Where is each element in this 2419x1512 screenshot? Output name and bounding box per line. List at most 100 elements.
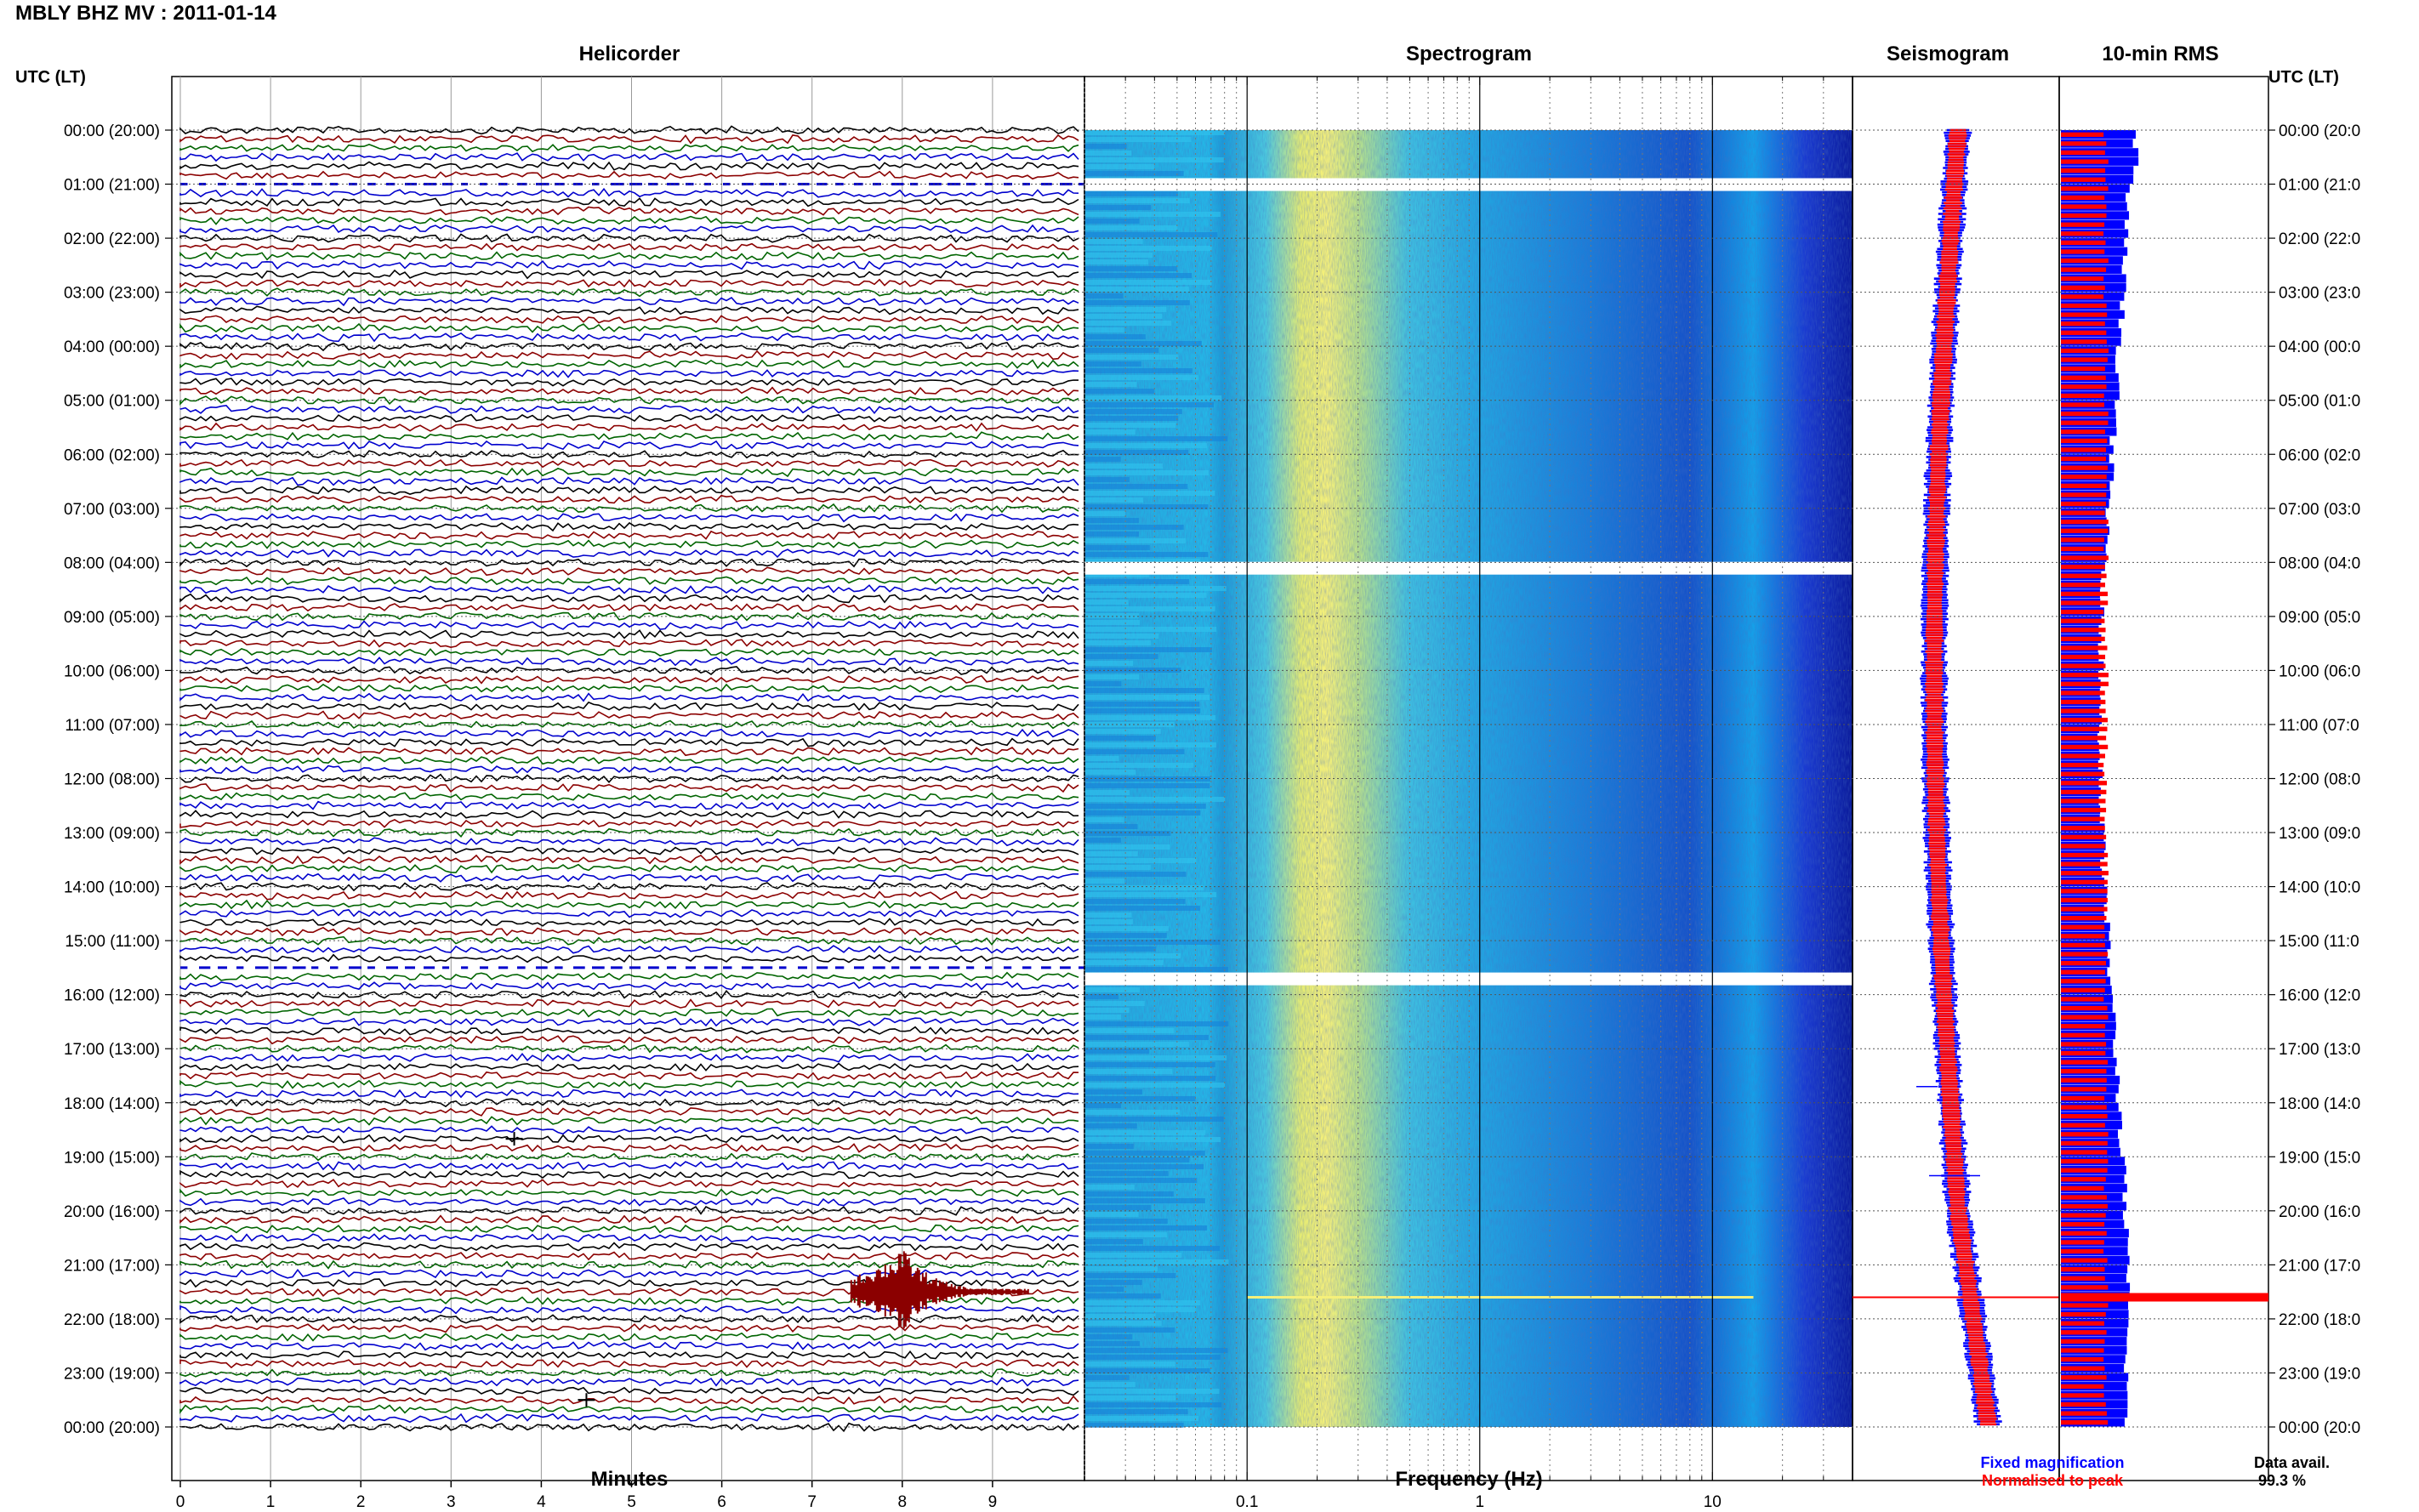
- hour-label-right: 03:00 (23:0: [2279, 285, 2360, 303]
- trace-line: [179, 998, 1079, 1009]
- trace-line: [179, 620, 1079, 630]
- trace-line: [179, 1161, 1079, 1171]
- trace-line: [179, 1089, 1079, 1099]
- rms-bar-normalised: [2061, 429, 2105, 435]
- low-frequency-band: [1084, 300, 1190, 305]
- rms-bar-normalised: [2061, 600, 2109, 605]
- low-frequency-band: [1084, 531, 1139, 537]
- rms-bar-normalised: [2061, 447, 2107, 452]
- trace-line: [179, 593, 1079, 604]
- rms-bar-normalised: [2061, 168, 2106, 173]
- trace-line: [179, 1125, 1079, 1135]
- rms-bar-normalised: [2061, 492, 2107, 497]
- low-frequency-band: [1084, 736, 1156, 741]
- rms-bar-normalised: [2061, 1303, 2109, 1308]
- right-axis-header: UTC (LT): [2268, 68, 2339, 87]
- trace-line: [179, 584, 1079, 594]
- rms-bar-normalised: [2061, 573, 2107, 578]
- trace-line: [179, 305, 1079, 315]
- low-frequency-band: [1084, 552, 1209, 557]
- low-frequency-band: [1084, 1382, 1136, 1387]
- low-frequency-band: [1084, 1327, 1175, 1333]
- low-frequency-band: [1084, 668, 1181, 673]
- trace-line: [179, 269, 1079, 280]
- rms-bar-normalised: [2061, 960, 2106, 966]
- trace-line: [179, 846, 1079, 855]
- rms-bar-normalised: [2061, 222, 2105, 227]
- trace-line: [179, 224, 1079, 234]
- trace-line: [179, 576, 1079, 586]
- hour-label-left: 21:00 (17:00): [64, 1257, 160, 1275]
- low-frequency-band: [1084, 368, 1192, 373]
- low-frequency-band: [1084, 627, 1217, 632]
- rms-bar-normalised: [2061, 420, 2109, 425]
- trace-line: [179, 639, 1079, 649]
- rms-bar-normalised: [2061, 762, 2104, 768]
- trace-line: [179, 1377, 1079, 1387]
- rms-bar-normalised: [2061, 1123, 2105, 1128]
- minute-tick-label: 0: [176, 1493, 185, 1511]
- rms-bar-normalised: [2061, 465, 2108, 470]
- trace-line: [179, 1233, 1079, 1243]
- rms-bar-normalised: [2061, 150, 2105, 156]
- trace-line: [179, 1151, 1079, 1162]
- low-frequency-band: [1084, 851, 1138, 856]
- trace-line: [179, 728, 1079, 738]
- rms-bar-normalised: [2061, 1113, 2108, 1119]
- trace-line: [179, 926, 1079, 937]
- low-frequency-band: [1084, 1355, 1221, 1360]
- low-frequency-band: [1084, 878, 1125, 884]
- rms-bar-normalised: [2061, 934, 2105, 939]
- low-frequency-band: [1084, 1205, 1152, 1210]
- rms-bar-normalised: [2061, 366, 2105, 372]
- low-frequency-band: [1084, 919, 1134, 924]
- trace-line: [179, 1053, 1079, 1063]
- trace-line: [179, 1106, 1079, 1117]
- rms-bar-normalised: [2061, 753, 2106, 759]
- rms-bar-normalised: [2061, 1375, 2107, 1380]
- rms-bar-normalised: [2061, 799, 2106, 804]
- rms-bar-normalised: [2061, 924, 2105, 929]
- low-frequency-band: [1084, 225, 1178, 230]
- trace-line: [179, 890, 1079, 901]
- trace-line: [179, 899, 1079, 910]
- rms-bar-normalised: [2061, 321, 2105, 327]
- trace-line: [179, 873, 1079, 883]
- rms-bar-normalised: [2061, 555, 2109, 560]
- rms-bar-normalised: [2061, 1069, 2107, 1074]
- rms-bar-normalised: [2061, 1356, 2104, 1362]
- trace-line: [179, 144, 1079, 153]
- data-availability-label: Data avail.: [2254, 1454, 2331, 1471]
- trace-line: [179, 1242, 1079, 1252]
- rms-bar-normalised: [2061, 1311, 2106, 1317]
- trace-line: [179, 1214, 1079, 1225]
- trace-line: [179, 945, 1079, 954]
- data-availability-value: 99.3 %: [2258, 1472, 2307, 1489]
- rms-bar-normalised: [2061, 952, 2109, 957]
- rms-bar-normalised: [2061, 1213, 2106, 1218]
- hour-label-right: 10:00 (06:0: [2279, 662, 2360, 680]
- rms-bar-normalised: [2061, 789, 2107, 795]
- hour-label-left: 08:00 (04:00): [64, 554, 160, 572]
- hour-label-left: 06:00 (02:00): [64, 446, 160, 464]
- trace-line: [179, 629, 1079, 639]
- low-frequency-band: [1084, 1253, 1182, 1258]
- low-frequency-band: [1084, 402, 1214, 407]
- low-frequency-band: [1084, 511, 1125, 516]
- rms-bar-normalised: [2061, 834, 2107, 839]
- hour-label-right: 08:00 (04:0: [2279, 554, 2360, 572]
- trace-line: [179, 332, 1079, 343]
- hour-label-right: 02:00 (22:0: [2279, 230, 2360, 248]
- hour-label-left: 03:00 (23:00): [64, 285, 160, 303]
- low-frequency-band: [1084, 708, 1201, 713]
- low-frequency-band: [1084, 994, 1119, 999]
- low-frequency-band: [1084, 171, 1184, 176]
- hour-label-left: 00:00 (20:00): [64, 1419, 160, 1437]
- trace-line: [179, 233, 1079, 243]
- rms-bar-normalised: [2061, 736, 2107, 741]
- rms-bar-normalised: [2061, 1024, 2106, 1029]
- low-frequency-band: [1084, 518, 1139, 523]
- trace-line: [179, 1116, 1079, 1126]
- low-frequency-band: [1084, 273, 1192, 278]
- rms-bar-normalised: [2061, 1195, 2107, 1200]
